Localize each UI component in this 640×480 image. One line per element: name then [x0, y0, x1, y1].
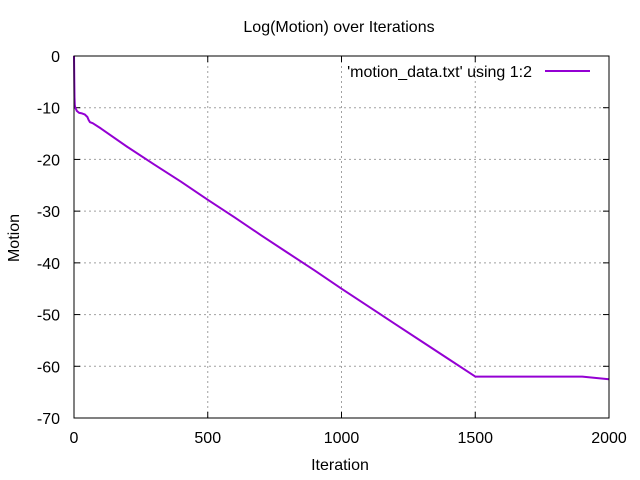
- x-tick-label: 1000: [324, 430, 360, 447]
- series-line: [73, 55, 610, 381]
- y-axis-label: Motion: [6, 214, 23, 262]
- y-tick-label: -10: [37, 101, 60, 118]
- y-tick-label: -40: [37, 256, 60, 273]
- y-tick-label: 0: [51, 49, 60, 66]
- grid: [74, 56, 609, 418]
- x-tick-label: 1500: [457, 430, 493, 447]
- x-tick-label: 500: [194, 430, 221, 447]
- y-tick-label: -50: [37, 308, 60, 325]
- axis-ticks: 0 500 1000 1500 2000 0 -10 -20 -30 -40 -50 -60 -70: [37, 49, 627, 447]
- y-tick-label: -20: [37, 152, 60, 169]
- y-tick-label: -70: [37, 411, 60, 428]
- x-tick-label: 2000: [591, 430, 627, 447]
- x-tick-label: 0: [70, 430, 79, 447]
- legend-label: 'motion_data.txt' using 1:2: [347, 64, 532, 81]
- chart-title: Log(Motion) over Iterations: [243, 19, 434, 36]
- series-layer: [73, 55, 610, 381]
- x-axis-label: Iteration: [311, 457, 369, 474]
- y-tick-label: -60: [37, 359, 60, 376]
- legend: 'motion_data.txt' using 1:2: [347, 64, 590, 81]
- plot-border: [73, 55, 610, 419]
- y-tick-label: -30: [37, 204, 60, 221]
